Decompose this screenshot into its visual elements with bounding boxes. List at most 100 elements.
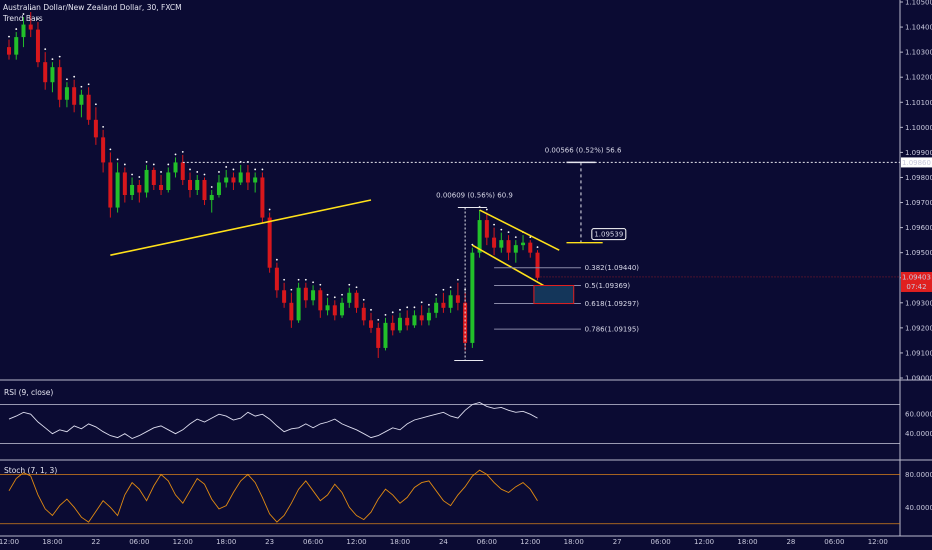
stoch-line[interactable]	[8, 469, 538, 523]
candle-body[interactable]	[397, 317, 402, 331]
candle-body[interactable]	[224, 177, 229, 183]
candle-body[interactable]	[209, 195, 214, 201]
candle-body[interactable]	[426, 312, 431, 321]
candle-body[interactable]	[231, 177, 236, 183]
candle-body[interactable]	[72, 87, 77, 105]
time-axis[interactable]: 12:00 18:00 22 06:00 12:00 18:00 23 06:00 12:00 1…	[0, 538, 888, 546]
candle-body[interactable]	[28, 24, 33, 30]
candle-body[interactable]	[166, 172, 171, 190]
trend-dot	[326, 293, 329, 296]
candle-body[interactable]	[7, 47, 11, 55]
channel-upper[interactable]	[479, 209, 560, 251]
bar-countdown: 07:42	[906, 283, 926, 291]
candle-body[interactable]	[122, 172, 127, 196]
candle-body[interactable]	[159, 184, 164, 190]
candle-body[interactable]	[499, 240, 504, 248]
trend-dot	[225, 166, 228, 168]
candle-body[interactable]	[137, 184, 142, 193]
candle-body[interactable]	[455, 295, 460, 303]
candle-body[interactable]	[325, 305, 330, 311]
candle-body[interactable]	[332, 305, 337, 316]
candle-body[interactable]	[267, 217, 272, 268]
marked-price-label: 1.09860	[902, 159, 931, 167]
price-tick-label: 1.09900	[905, 149, 932, 157]
candle-body[interactable]	[195, 179, 200, 190]
candles[interactable]	[7, 8, 540, 358]
stoch-tick-label: 40.0000	[905, 504, 932, 512]
rsi-pane[interactable]	[0, 402, 900, 444]
candle-body[interactable]	[21, 24, 26, 38]
candle-body[interactable]	[383, 322, 388, 348]
candle-body[interactable]	[282, 290, 287, 303]
candle-body[interactable]	[296, 287, 301, 321]
trend-dot	[44, 48, 47, 51]
candle-body[interactable]	[115, 172, 120, 208]
candle-body[interactable]	[506, 240, 511, 253]
target-label-box[interactable]	[591, 228, 627, 241]
trend-dot	[138, 176, 141, 178]
candle-body[interactable]	[311, 290, 316, 301]
candle-body[interactable]	[369, 320, 373, 328]
candle-body[interactable]	[245, 172, 250, 183]
annotations[interactable]: 0.00566 (0.52%) 56.6 0.00609 (0.56%) 60.9…	[182, 146, 900, 361]
candle-body[interactable]	[318, 290, 323, 311]
candle-body[interactable]	[354, 292, 359, 308]
candle-body[interactable]	[448, 295, 453, 308]
candle-body[interactable]	[43, 62, 48, 83]
candle-body[interactable]	[173, 162, 178, 173]
candle-body[interactable]	[101, 137, 106, 163]
candle-body[interactable]	[144, 169, 149, 193]
trend-dot	[268, 208, 271, 211]
time-tick-label: 12:00	[173, 538, 193, 546]
candle-body[interactable]	[477, 220, 482, 253]
candle-body[interactable]	[202, 179, 207, 201]
candle-body[interactable]	[535, 252, 540, 278]
candle-body[interactable]	[151, 169, 156, 185]
candle-body[interactable]	[361, 307, 366, 321]
candle-body[interactable]	[492, 237, 497, 248]
candle-body[interactable]	[93, 119, 98, 138]
entry-zone[interactable]	[533, 285, 575, 305]
candle-body[interactable]	[260, 177, 265, 218]
candle-body[interactable]	[86, 94, 91, 120]
candle-body[interactable]	[216, 182, 221, 196]
candle-body[interactable]	[521, 242, 526, 246]
candle-body[interactable]	[180, 162, 185, 180]
trend-dot	[319, 283, 322, 286]
candle-body[interactable]	[412, 315, 417, 326]
candle-body[interactable]	[390, 322, 395, 331]
rsi-line[interactable]	[8, 402, 538, 440]
candle-body[interactable]	[14, 37, 19, 55]
candle-body[interactable]	[303, 287, 308, 301]
support-line[interactable]	[110, 199, 372, 256]
candle-body[interactable]	[470, 252, 475, 343]
price-tick-label: 1.09500	[905, 249, 932, 257]
candle-body[interactable]	[528, 242, 533, 253]
candle-body[interactable]	[108, 162, 113, 208]
candle-body[interactable]	[419, 315, 424, 321]
candle-body[interactable]	[253, 177, 258, 183]
stoch-pane[interactable]	[0, 469, 900, 525]
candle-body[interactable]	[513, 245, 518, 253]
candle-body[interactable]	[130, 184, 135, 196]
trend-dot	[514, 236, 517, 239]
candle-body[interactable]	[340, 302, 345, 316]
candle-body[interactable]	[463, 302, 468, 343]
candle-body[interactable]	[57, 67, 62, 100]
candle-body[interactable]	[35, 29, 40, 63]
candle-body[interactable]	[64, 87, 69, 100]
candle-body[interactable]	[79, 94, 84, 105]
candle-body[interactable]	[289, 302, 294, 321]
price-axis[interactable]: 1.10500 1.10400 1.10300 1.10200 1.10100 1.100…	[900, 0, 932, 512]
candle-body[interactable]	[274, 267, 279, 291]
candle-body[interactable]	[376, 327, 381, 348]
candle-body[interactable]	[441, 302, 446, 308]
candle-body[interactable]	[188, 179, 192, 190]
candle-body[interactable]	[484, 220, 489, 238]
candle-body[interactable]	[434, 302, 439, 313]
candle-body[interactable]	[347, 292, 352, 303]
candle-body[interactable]	[238, 172, 243, 183]
candle-body[interactable]	[405, 317, 410, 326]
candle-body[interactable]	[50, 67, 55, 83]
